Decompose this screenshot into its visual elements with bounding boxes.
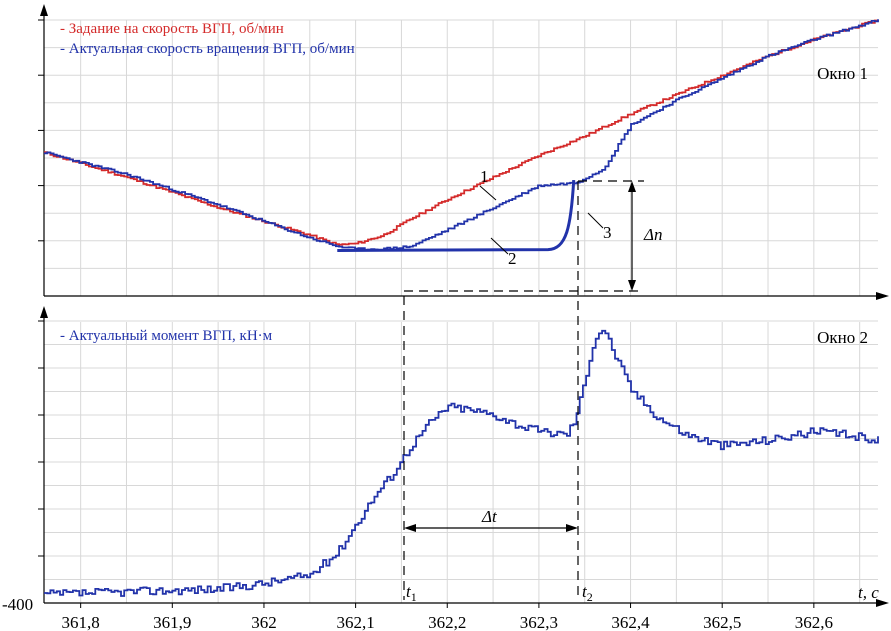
window-2-label: Окно 2: [817, 328, 868, 347]
callout-1: 1: [480, 167, 489, 186]
x-tick-label-3: 362,1: [336, 613, 374, 631]
delta-t-arrow-right: [566, 524, 578, 532]
x-tick-label-5: 362,3: [520, 613, 558, 631]
bottom-window-series: [44, 329, 879, 597]
legend-actual-torque: - Актуальный момент ВГП, кН·м: [60, 328, 273, 344]
top-y-axis-arrow: [40, 4, 48, 16]
window-1-label: Окно 1: [817, 64, 868, 83]
series-line-actual-speed: [44, 19, 879, 251]
top-window-series: [44, 19, 879, 252]
x-tick-label-7: 362,5: [703, 613, 741, 631]
delta-t-label: Δt: [481, 507, 498, 526]
bottom-y-ticks: [38, 320, 44, 557]
bottom-y-axis-arrow: [40, 306, 48, 318]
legend-speed-setpoint: - Задание на скорость ВГП, об/мин: [60, 21, 284, 37]
callout-2-leader: [490, 237, 509, 255]
callout-2: 2: [508, 249, 517, 268]
x-tick-label-1: 361,9: [153, 613, 191, 631]
x-tick-label-6: 362,4: [611, 613, 650, 631]
y-min-label: -400: [2, 595, 33, 614]
time-markers: Δt t1 t2: [403, 181, 593, 604]
top-x-axis-arrow: [876, 292, 889, 300]
x-tick-label-2: 362: [251, 613, 277, 631]
delta-n-arrow-up: [628, 181, 636, 192]
series-line-actual-torque: [44, 329, 879, 597]
legend-actual-speed: - Актуальная скорость вращения ВГП, об/м…: [60, 41, 355, 57]
bottom-window-axes: [40, 306, 889, 607]
x-tick-label-0: 361,8: [62, 613, 100, 631]
callout-3: 3: [603, 223, 612, 242]
t1-label: t1: [406, 582, 417, 604]
delta-n-arrow-down: [628, 280, 636, 291]
delta-n-label: Δn: [643, 225, 662, 244]
x-axis-label: t, с: [858, 583, 879, 602]
delta-t-arrow-left: [404, 524, 416, 532]
x-ticks: 361,8 361,9 362 362,1 362,2 362,3 362,4 362,5 36…: [62, 603, 833, 631]
bottom-x-axis-arrow: [876, 599, 889, 607]
x-tick-label-4: 362,2: [428, 613, 466, 631]
x-tick-label-8: 362,6: [795, 613, 833, 631]
callout-3-leader: [587, 212, 604, 229]
bottom-window-grid: [44, 320, 878, 603]
top-y-ticks: [38, 19, 44, 242]
series-line-curve-3: [337, 179, 576, 252]
top-window-grid: [44, 19, 878, 296]
speed-annotations: 1 2 3 Δn: [404, 167, 662, 292]
callout-1-leader: [479, 185, 497, 201]
t2-label: t2: [582, 582, 593, 604]
